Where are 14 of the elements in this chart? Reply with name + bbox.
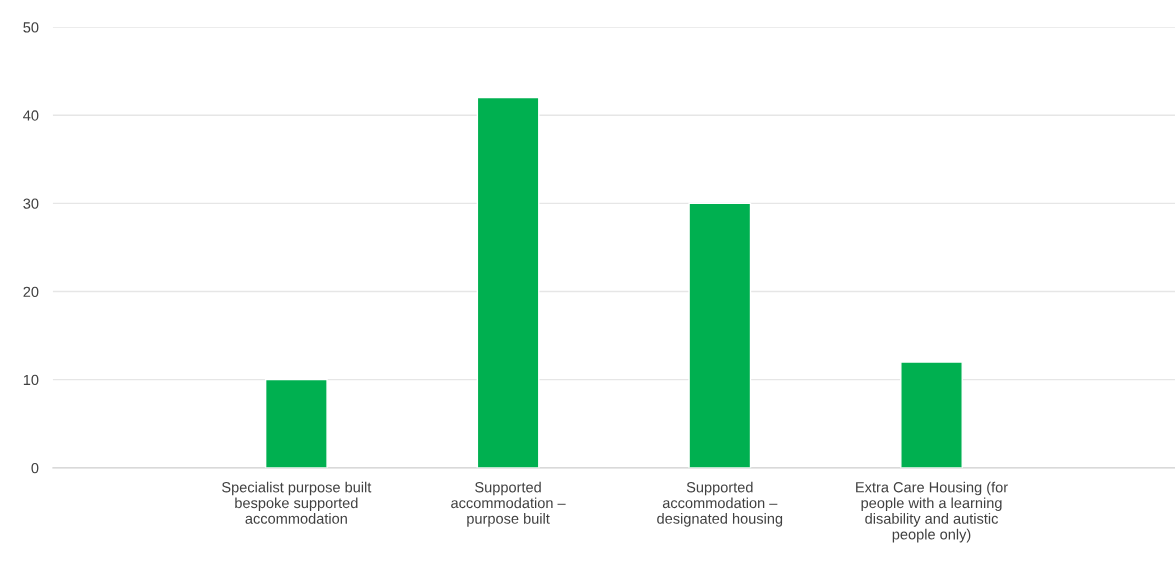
bar: [688, 202, 752, 468]
y-tick-label: 20: [23, 286, 39, 297]
bar: [900, 361, 963, 468]
x-tick-label: Specialist purpose built bespoke supported accommodation: [222, 481, 372, 524]
y-tick-label: 50: [23, 22, 39, 33]
bar: [264, 378, 328, 468]
y-tick-label: 10: [23, 374, 39, 386]
x-tick-label: Supported accommodation – purpose built: [451, 481, 566, 527]
y-tick-label: 30: [23, 198, 39, 209]
bar: [476, 96, 540, 468]
x-tick-label: Extra Care Housing (for people with a learning disability and autistic people only): [856, 481, 1008, 543]
x-tick-label: Supported accommodation – designated housing: [657, 481, 783, 527]
y-tick-label: 0: [31, 462, 39, 474]
y-tick-label: 40: [23, 110, 39, 121]
